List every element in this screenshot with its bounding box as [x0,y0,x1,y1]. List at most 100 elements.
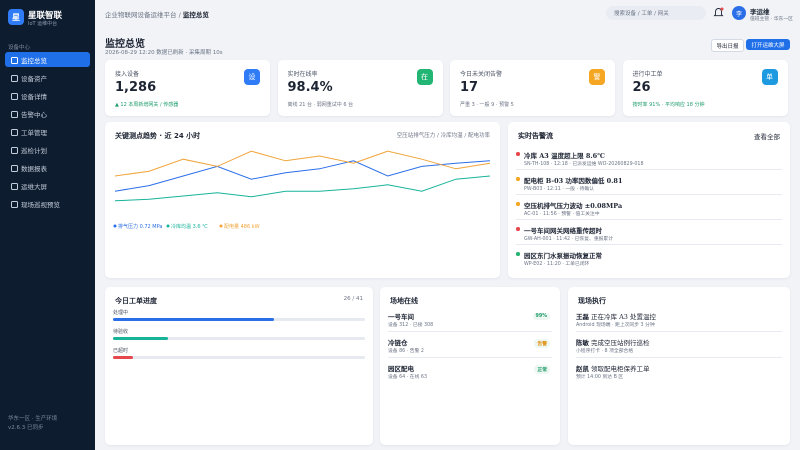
divider [516,244,782,245]
kpi-card: 今日未关闭告警 17 严重 3 · 一般 9 · 预警 5 警 [450,60,615,116]
alert-dot [516,202,520,206]
progress-count: 26 / 41 [343,296,363,302]
progress-bar [113,318,275,321]
alert-title[interactable]: 一号车间网关网络重传超时 [524,227,602,235]
divider [516,194,782,195]
legend-dot [219,224,223,228]
alert-dot [516,177,520,181]
alert-title[interactable]: 冷库 A3 温度超上限 8.6℃ [524,152,605,160]
kpi-value: 98.4% [287,80,333,95]
nav-item[interactable]: 设备详情 [5,88,90,103]
alert-title: 实时告警流 [518,132,553,140]
alert-meta: PW-B03 · 12:11 · 一般 · 待确认 [524,187,594,192]
alert-meta: AC-01 · 11:56 · 预警 · 值工关注中 [524,212,600,217]
trend-line [114,175,491,202]
divider [388,331,552,332]
alert-title[interactable]: 园区东门水泵振动恢复正常 [524,252,602,260]
alert-meta: GW-AH-001 · 11:42 · 已恢复、重报累计 [524,237,614,242]
nav-item[interactable]: 运维大屏 [5,178,90,193]
site-badge: 告警 [534,339,550,348]
divider [576,331,782,332]
site-meta: 设备 64 · 在线 63 [388,375,428,380]
field-meta: 预计 14:00 到达 B 区 [576,375,624,380]
site-card: 场地在线 一号车间 设备 312 · 已接 308 99% 冷链仓 设备 86 · 告警… [380,287,560,445]
trend-line [114,160,491,192]
nav-item[interactable]: 现场巡视预览 [5,196,90,211]
brand-sub: IoT 运维中台 [28,21,58,27]
kpi-label: 今日未关闭告警 [460,71,503,78]
kpi-label: 实时在线率 [287,71,318,78]
legend-dot [166,224,170,228]
nav-item[interactable]: 监控总览 [5,52,90,67]
env: 华东一区 · 生产环境 [8,416,58,422]
field-title: 陈敏 完成空压站例行巡检 [576,337,650,347]
field-card: 现场执行 王磊 正在冷库 A3 处置温控 Android 现场端 · 距上次同步 3… [568,287,790,445]
chart-subtitle: 空压站排气压力 / 冷库均温 / 配电功率 [396,133,490,139]
site-name: 冷链仓 [388,339,408,347]
page-title: 监控总览 [105,39,145,50]
progress-label: 待验收 [113,329,129,335]
site-name: 一号车间 [388,313,414,321]
kpi-note: ▲ 12 本周新增网关 / 传感器 [115,102,179,108]
divider [516,219,782,220]
site-badge: 正常 [534,365,550,374]
nav-item[interactable]: 巡检计划 [5,142,90,157]
page-subtitle: 2026-08-29 12:20 数据已刷新 · 采集周期 10s [105,50,223,56]
kpi-card: 接入设备 1,286 ▲ 12 本周新增网关 / 传感器 设 [105,60,270,116]
alert-card: 实时告警流 查看全部 冷库 A3 温度超上限 8.6℃ SN-TH-108 · 1… [508,122,790,278]
breadcrumb-current: 监控总览 [182,11,209,19]
version: v2.6.3 已同步 [8,425,44,431]
nav-item[interactable]: 数据报表 [5,160,90,175]
alert-title[interactable]: 配电柜 B-03 功率因数偏低 0.81 [524,177,623,185]
legend-label: 冷库均温 3.6 ℃ [171,223,208,230]
progress-title: 今日工单进度 [115,297,157,305]
search-box[interactable]: 搜索设备 / 工单 / 网关 [606,6,706,20]
export-button[interactable]: 导出日报 [711,39,744,52]
nav-item[interactable]: 工单管理 [5,124,90,139]
legend-label: 配电量 486 kW [224,223,260,230]
site-title: 场地在线 [390,297,418,305]
nav-item[interactable]: 告警中心 [5,106,90,121]
user-name: 李运维 [750,8,770,16]
kpi-card: 实时在线率 98.4% 离线 21 台 · 弱网重试中 6 台 在 [277,60,443,116]
kpi-card: 进行中工单 26 按时率 91% · 平均响应 18 分钟 单 [622,60,788,116]
kpi-value: 17 [460,80,479,95]
field-person: 赵凯 [576,365,589,373]
nav-item[interactable]: 设备资产 [5,70,90,85]
alert-dot [516,152,520,156]
divider [576,357,782,358]
avatar[interactable]: 李 [732,6,746,20]
field-title: 现场执行 [578,297,606,305]
site-meta: 设备 86 · 告警 2 [388,349,424,354]
alert-dot [516,227,520,231]
nav-section: 设备中心 [8,45,31,51]
screen-button[interactable]: 打开运维大屏 [746,39,790,50]
field-person: 陈敏 [576,339,589,347]
progress-track [113,356,365,359]
logo-icon: 星 [8,9,24,25]
field-meta: 小程序打卡 · 8 项全部合格 [576,349,634,354]
progress-bar [113,337,169,340]
kpi-note: 按时率 91% · 平均响应 18 分钟 [632,102,705,108]
divider [516,169,782,170]
kpi-note: 严重 3 · 一般 9 · 预警 5 [460,102,514,108]
field-person: 王磊 [576,313,589,321]
bell[interactable] [713,7,724,18]
kpi-value: 1,286 [115,80,157,95]
sidebar: 星 星联智联 IoT 运维中台 设备中心 华东一区 · 生产环境 v2.6.3 … [0,0,95,450]
alert-title[interactable]: 空压机排气压力波动 ±0.08MPa [524,202,623,210]
view-all[interactable]: 查看全部 [754,133,780,141]
kpi-icon: 警 [589,69,605,85]
progress-track [113,337,365,340]
kpi-label: 接入设备 [115,71,140,78]
divider [388,357,552,358]
chart-title: 关键测点趋势 · 近 24 小时 [115,132,201,140]
field-action: 正在冷库 A3 处置温控 [591,313,656,321]
trend-card: 关键测点趋势 · 近 24 小时 空压站排气压力 / 冷库均温 / 配电功率 排… [105,122,500,278]
breadcrumb-path: 企业物联网设备运维平台 / [105,11,183,19]
kpi-icon: 在 [416,69,433,85]
brand: 星联智联 [28,11,63,21]
user-role: 值班主管 · 华东一区 [750,17,793,22]
progress-label: 已超时 [113,348,129,354]
